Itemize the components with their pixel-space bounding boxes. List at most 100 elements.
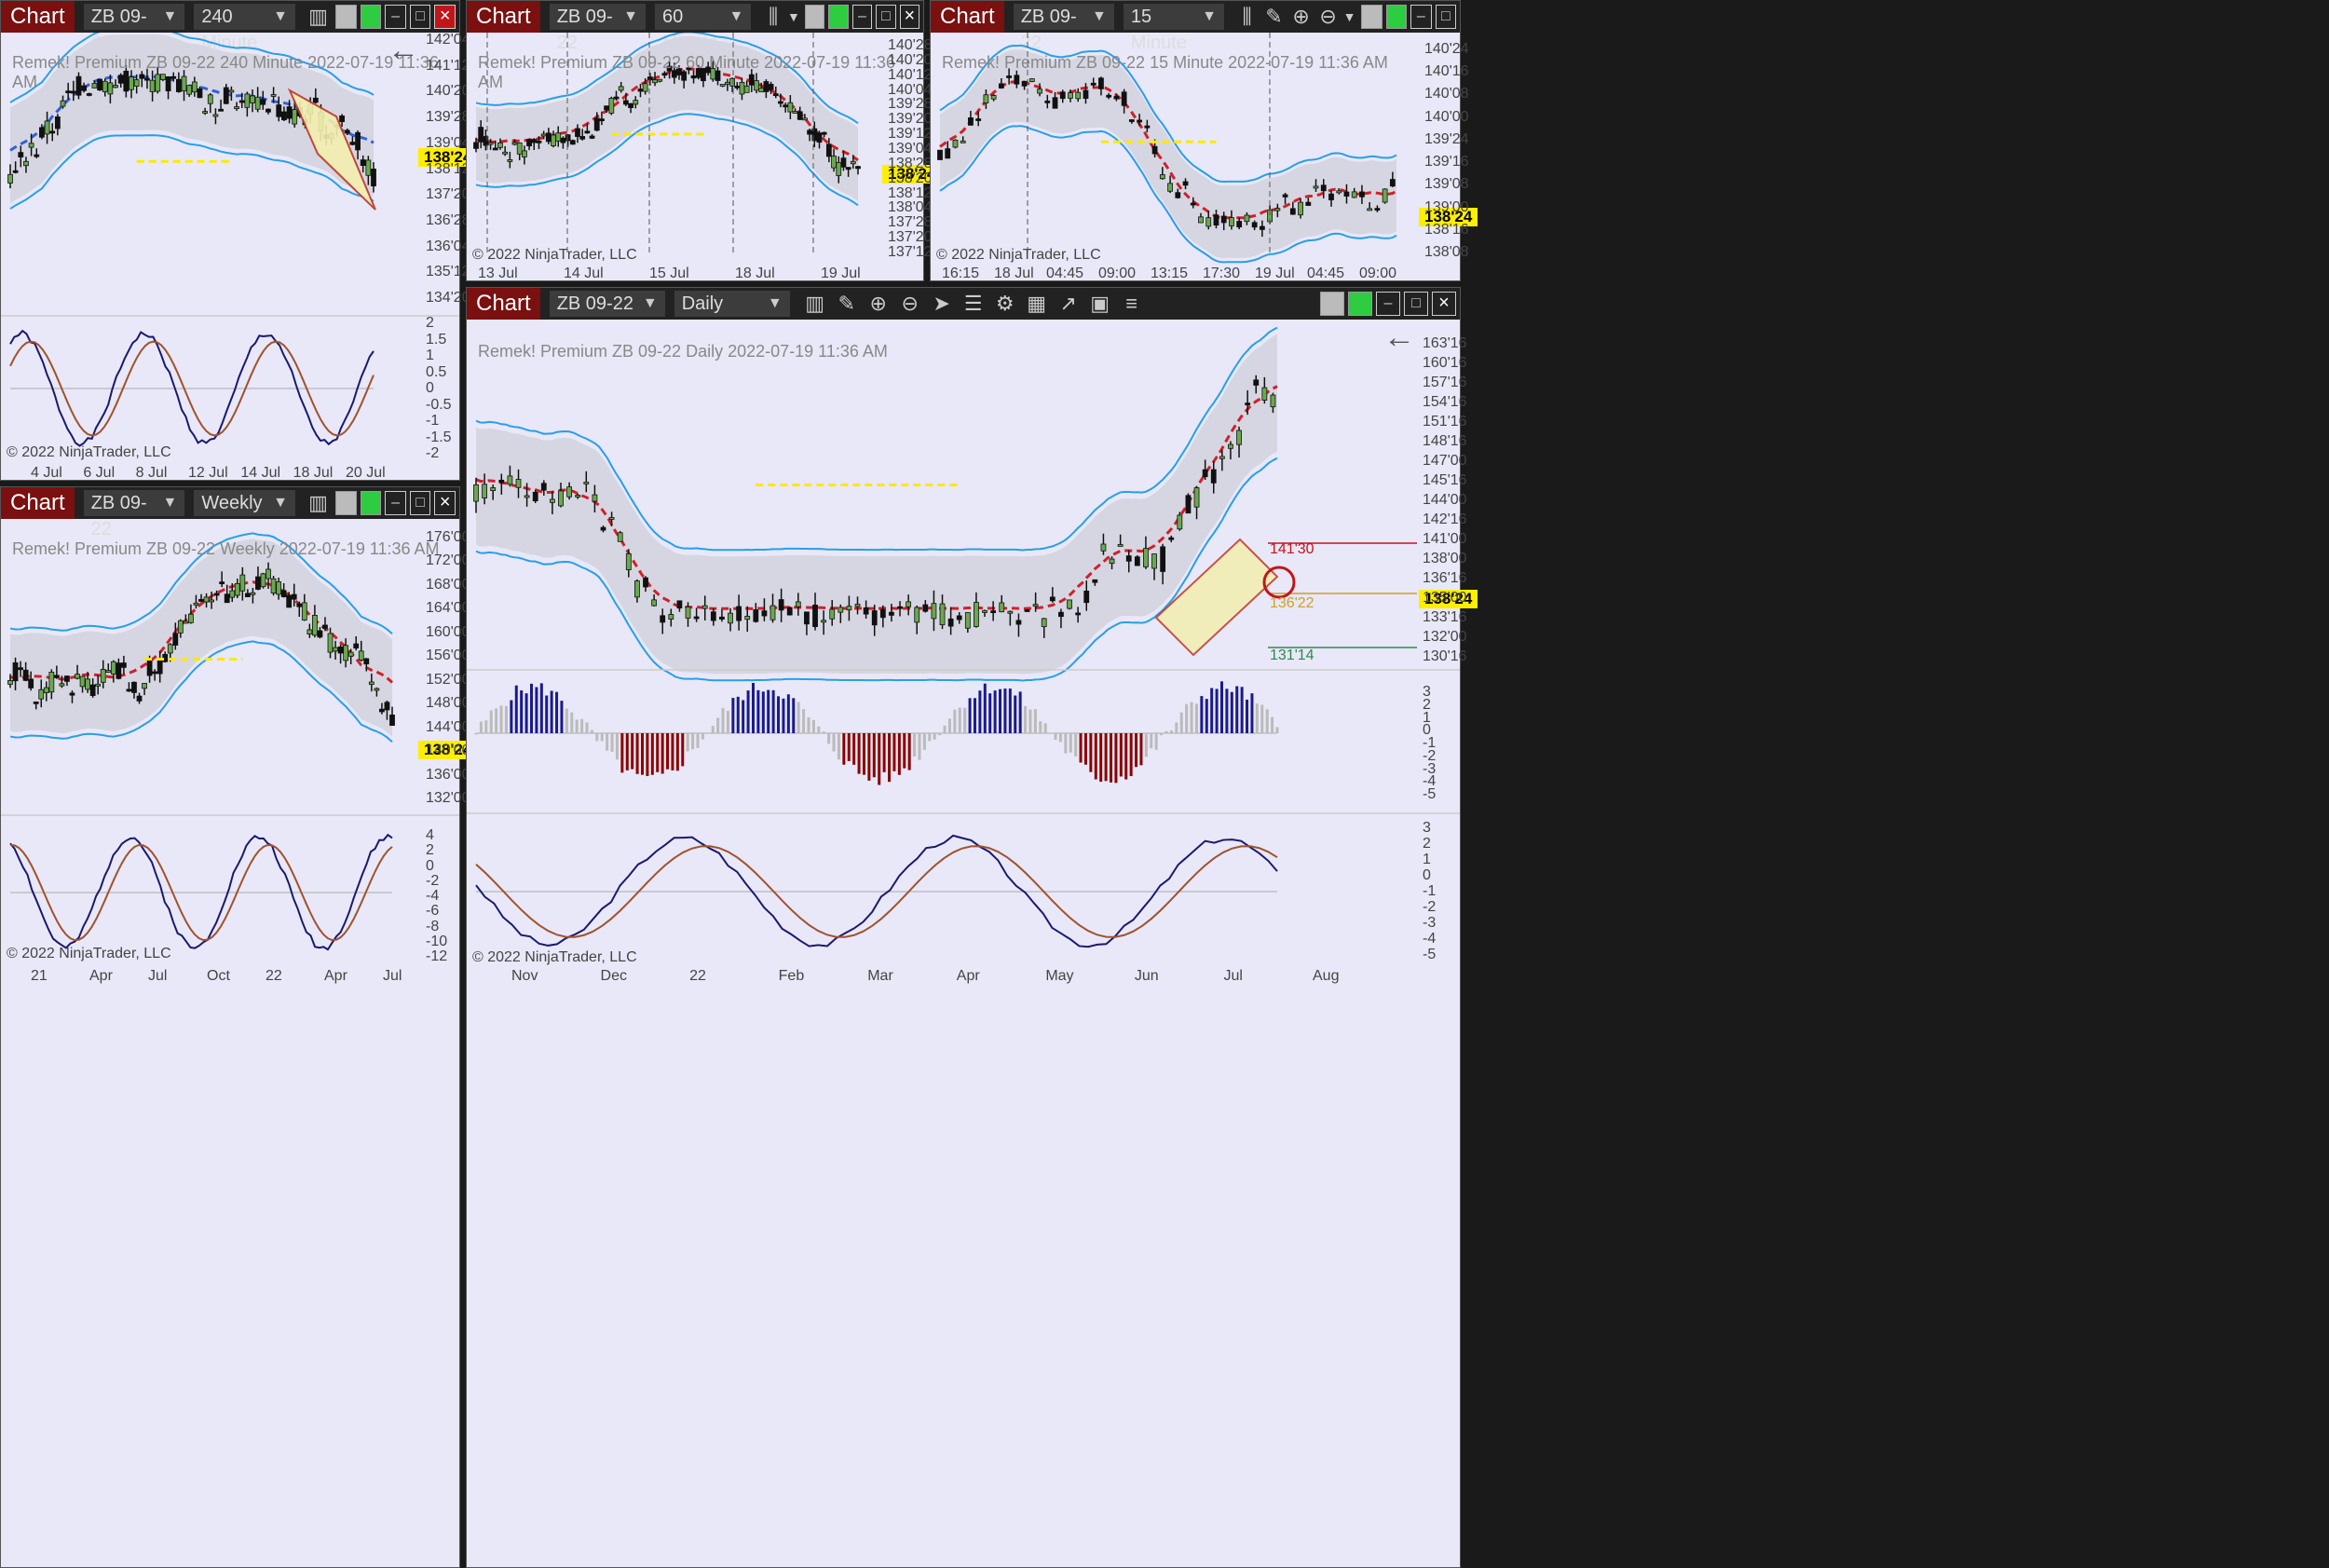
close-icon[interactable]: × [434,5,456,29]
instrument-selector[interactable]: ZB 09-22 ▼ [83,4,185,53]
gray-toggle-button[interactable] [335,491,357,515]
interval-value: 15 Minute [1130,7,1187,53]
plot-area[interactable]: Remek! Premium ZB 09-22 60 Minute 2022-0… [467,33,942,281]
strategies-icon[interactable]: ↗ [1059,292,1077,315]
plot-area[interactable]: Remek! Premium ZB 09-22 Daily 2022-07-19… [467,320,1478,1567]
candle-body [1320,184,1327,192]
minimize-icon[interactable]: – [385,491,406,515]
plot-area[interactable]: Remek! Premium ZB 09-22 15 Minute 2022-0… [931,33,1478,281]
zoom-in-icon[interactable]: ⊕ [1292,5,1310,28]
bar-style-icon[interactable]: ▥ [308,491,328,514]
interval-selector[interactable]: Weekly ▼ [194,490,295,516]
link-green-button[interactable] [360,5,382,29]
instrument-selector[interactable]: ZB 09-22 ▼ [83,490,185,539]
gray-toggle-button[interactable] [1361,5,1382,29]
histogram-bar [539,683,543,733]
candle-body [291,593,297,600]
histogram-bar [721,707,725,733]
zoom-out-icon[interactable]: ⊖ [1319,5,1337,28]
candle-body [1236,221,1243,228]
interval-selector[interactable]: 240 Minute ▼ [194,4,295,53]
instrument-selector[interactable]: ZB 09-22 ▼ [1013,4,1114,53]
maximize-icon[interactable]: □ [1435,5,1457,29]
oscillator-fast-line [9,833,393,951]
histogram-bar [1220,681,1224,733]
properties-icon[interactable]: ⚙ [995,292,1015,315]
back-arrow-icon[interactable]: ← [388,33,419,68]
candle-body [1336,190,1342,194]
axis-tick-label: 157'16 [1423,375,1467,390]
candle-body [1160,546,1166,572]
list-icon[interactable]: ≡ [1125,292,1138,315]
oscillator-fast-line [475,834,1278,948]
instrument-selector[interactable]: ZB 09-22 ▼ [549,4,646,53]
link-green-button[interactable] [1348,292,1372,316]
bar-style-icon[interactable]: ⫼ [768,5,779,28]
chart-menu-button[interactable]: Chart [467,288,540,320]
candle-body [729,77,735,87]
interval-selector[interactable]: 15 Minute ▼ [1123,4,1224,53]
close-icon[interactable]: × [434,491,456,515]
axis-tick-label: Apr [956,968,980,984]
gray-toggle-button[interactable] [335,5,357,29]
pencil-icon[interactable]: ✎ [838,292,855,315]
maximize-icon[interactable]: □ [409,491,431,515]
maximize-icon[interactable]: □ [409,5,431,29]
chart-legend: Remek! Premium ZB 09-22 Weekly 2022-07-1… [12,539,440,558]
candle-body [728,612,733,624]
candle-body [144,77,150,81]
dropdown-icon[interactable]: ▼ [1342,9,1356,24]
chart-menu-button[interactable]: Chart [1,487,75,519]
bar-style-icon[interactable]: ⫼ [1242,5,1252,28]
minimize-icon[interactable]: – [851,5,873,29]
indicators-icon[interactable]: ▦ [1027,292,1047,315]
chart-menu-button[interactable]: Chart [931,1,1004,33]
copyright-text: © 2022 NinjaTrader, LLC [472,247,637,263]
candle-body [1168,537,1175,540]
close-icon[interactable]: × [1432,292,1456,316]
candle-body [569,140,576,145]
plot-area[interactable]: Remek! Premium ZB 09-22 Weekly 2022-07-1… [1,519,478,1567]
dropdown-icon[interactable]: ▼ [786,9,800,24]
histogram-bar [1119,733,1123,777]
pointer-icon[interactable]: ➤ [933,292,950,315]
maximize-icon[interactable]: □ [876,5,896,29]
minimize-icon[interactable]: – [385,5,406,29]
chart-menu-button[interactable]: Chart [1,1,75,33]
candle-body [850,160,856,165]
candle-body [129,76,134,90]
snapshot-icon[interactable]: ▣ [1090,292,1110,315]
instrument-selector[interactable]: ZB 09-22 ▼ [549,291,665,317]
zoom-in-icon[interactable]: ⊕ [869,292,887,315]
pencil-icon[interactable]: ✎ [1265,5,1283,28]
link-green-button[interactable] [828,5,849,29]
interval-selector[interactable]: Daily ▼ [674,291,790,317]
candle-body [792,111,798,114]
candle-body [593,117,600,131]
data-box-icon[interactable]: ☰ [963,292,983,315]
minimize-icon[interactable]: – [1410,5,1432,29]
close-icon[interactable]: × [899,5,919,29]
link-green-button[interactable] [1385,5,1408,29]
axis-tick-label: -1 [426,413,440,429]
gray-toggle-button[interactable] [804,5,825,29]
axis-tick-label: 172'00 [426,552,470,569]
candle-body [536,140,542,143]
candle-body [105,670,112,674]
interval-selector[interactable]: 60 Minute ▼ [655,4,752,53]
gray-toggle-button[interactable] [1320,292,1344,316]
histogram-bar [646,733,649,776]
zoom-out-icon[interactable]: ⊖ [901,292,919,315]
chart-menu-button[interactable]: Chart [467,1,540,33]
minimize-icon[interactable]: – [1376,292,1400,316]
bar-style-icon[interactable]: ▥ [308,5,328,28]
bar-style-icon[interactable]: ▥ [805,292,825,315]
maximize-icon[interactable]: □ [1404,292,1428,316]
histogram-bar [832,733,836,752]
plot-area[interactable]: Remek! Premium ZB 09-22 240 Minute 2022-… [1,32,478,481]
candle-body [286,106,293,119]
link-green-button[interactable] [360,491,382,515]
back-arrow-icon[interactable]: ← [1383,320,1415,355]
candle-body [64,675,70,682]
lower-band-line [939,125,1397,264]
